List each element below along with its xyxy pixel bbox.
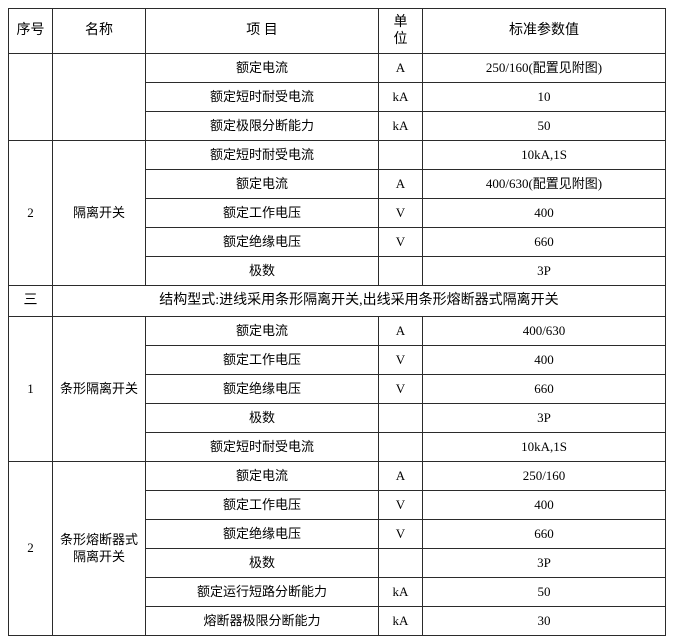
cell-item: 额定工作电压 xyxy=(145,490,379,520)
cell-unit: V xyxy=(378,374,423,404)
cell-value: 660 xyxy=(422,374,666,404)
cell-unit: A xyxy=(378,169,423,199)
cell-item: 额定运行短路分断能力 xyxy=(145,577,379,607)
cell-unit: A xyxy=(378,461,423,491)
cell-value: 3P xyxy=(422,548,666,578)
cell-unit: kA xyxy=(378,111,423,141)
cell-unit: V xyxy=(378,198,423,228)
cell-section-text: 结构型式:进线采用条形隔离开关,出线采用条形熔断器式隔离开关 xyxy=(52,285,666,317)
cell-item: 额定短时耐受电流 xyxy=(145,82,379,112)
cell-sequence xyxy=(8,53,53,141)
cell-item: 额定绝缘电压 xyxy=(145,227,379,257)
cell-item: 额定电流 xyxy=(145,169,379,199)
header-cell-name: 名称 xyxy=(52,8,146,54)
table-row: 额定短时耐受电流 kA 10 xyxy=(9,82,666,112)
cell-item: 极数 xyxy=(145,403,379,433)
cell-value: 250/160(配置见附图) xyxy=(422,53,666,83)
cell-value: 400 xyxy=(422,490,666,520)
cell-item: 额定绝缘电压 xyxy=(145,519,379,549)
cell-unit: V xyxy=(378,490,423,520)
cell-unit: A xyxy=(378,53,423,83)
cell-sequence: 2 xyxy=(8,461,53,636)
cell-name: 条形隔离开关 xyxy=(52,316,146,462)
cell-unit: V xyxy=(378,519,423,549)
cell-unit xyxy=(378,432,423,462)
cell-value: 10kA,1S xyxy=(422,432,666,462)
cell-name: 隔离开关 xyxy=(52,140,146,286)
cell-value: 3P xyxy=(422,403,666,433)
table-row: 熔断器极限分断能力 kA 30 xyxy=(9,606,666,636)
cell-item: 额定工作电压 xyxy=(145,198,379,228)
cell-item: 极数 xyxy=(145,548,379,578)
header-cell-value: 标准参数值 xyxy=(422,8,666,54)
header-cell-item: 项 目 xyxy=(145,8,379,54)
cell-unit: kA xyxy=(378,577,423,607)
cell-value: 400 xyxy=(422,198,666,228)
cell-name: 条形熔断器式隔离开关 xyxy=(52,461,146,636)
table-row: 极数 3P xyxy=(9,548,666,578)
cell-unit xyxy=(378,140,423,170)
cell-item: 额定短时耐受电流 xyxy=(145,432,379,462)
cell-unit: kA xyxy=(378,82,423,112)
cell-value: 10kA,1S xyxy=(422,140,666,170)
cell-value: 400 xyxy=(422,345,666,375)
cell-unit: kA xyxy=(378,606,423,636)
header-cell-seq: 序号 xyxy=(8,8,53,54)
cell-value: 660 xyxy=(422,227,666,257)
cell-item: 额定电流 xyxy=(145,53,379,83)
cell-unit: V xyxy=(378,345,423,375)
table-header-row: 序号 名称项 目单位标准参数值 xyxy=(8,8,666,54)
cell-unit xyxy=(378,548,423,578)
header-unit-line2: 位 xyxy=(393,32,408,47)
cell-value: 400/630(配置见附图) xyxy=(422,169,666,199)
cell-section-sequence: 三 xyxy=(8,285,53,317)
cell-unit: A xyxy=(378,316,423,346)
cell-value: 50 xyxy=(422,577,666,607)
cell-item: 额定工作电压 xyxy=(145,345,379,375)
cell-item: 熔断器极限分断能力 xyxy=(145,606,379,636)
table-row: 额定运行短路分断能力 kA 50 xyxy=(9,577,666,607)
cell-item: 额定极限分断能力 xyxy=(145,111,379,141)
header-cell-unit: 单位 xyxy=(378,8,423,54)
table-row: 1 条形隔离开关 额定电流 A 400/630 xyxy=(8,316,666,462)
table-row: 额定绝缘电压 V 660 xyxy=(9,374,666,404)
cell-value: 30 xyxy=(422,606,666,636)
cell-item: 极数 xyxy=(145,256,379,286)
table-row: 额定绝缘电压 V 660 xyxy=(9,227,666,257)
cell-value: 50 xyxy=(422,111,666,141)
cell-value: 660 xyxy=(422,519,666,549)
cell-value: 250/160 xyxy=(422,461,666,491)
cell-value: 3P xyxy=(422,256,666,286)
cell-unit xyxy=(378,256,423,286)
cell-item: 额定电流 xyxy=(145,316,379,346)
cell-value: 10 xyxy=(422,82,666,112)
cell-sequence: 2 xyxy=(8,140,53,286)
cell-name xyxy=(52,53,146,141)
table-row: 极数 3P xyxy=(9,256,666,286)
cell-item: 额定电流 xyxy=(145,461,379,491)
cell-value: 400/630 xyxy=(422,316,666,346)
table-row: 额定电流 A 250/160(配置见附图) xyxy=(8,53,666,141)
table-section-row: 三结构型式:进线采用条形隔离开关,出线采用条形熔断器式隔离开关 xyxy=(8,285,666,317)
cell-item: 额定短时耐受电流 xyxy=(145,140,379,170)
table-row: 2 条形熔断器式隔离开关 额定电流 A 250/160 xyxy=(8,461,666,636)
table-row: 2 隔离开关 额定短时耐受电流 10kA,1S xyxy=(8,140,666,286)
table-row: 额定工作电压 V 400 xyxy=(9,490,666,520)
technical-parameters-table: 序号 名称项 目单位标准参数值 额定电流 A 250/160(配置见附图) 额定短时耐受电… xyxy=(8,8,666,636)
cell-sequence: 1 xyxy=(8,316,53,462)
table-row: 额定极限分断能力 kA 50 xyxy=(9,111,666,141)
cell-unit xyxy=(378,403,423,433)
cell-item: 额定绝缘电压 xyxy=(145,374,379,404)
table-row: 额定工作电压 V 400 xyxy=(9,345,666,375)
spec-table-container: 序号 名称项 目单位标准参数值 额定电流 A 250/160(配置见附图) 额定短时耐受电… xyxy=(8,8,666,636)
header-unit-line1: 单 xyxy=(393,14,408,30)
cell-unit: V xyxy=(378,227,423,257)
